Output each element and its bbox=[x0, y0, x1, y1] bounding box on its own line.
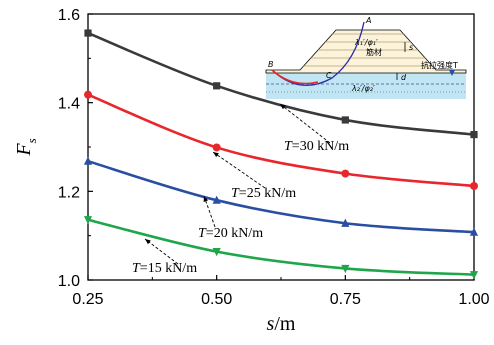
data-point bbox=[213, 82, 221, 90]
label-c: C bbox=[326, 71, 332, 80]
data-point bbox=[84, 29, 92, 37]
x-tick-label: 0.50 bbox=[201, 291, 232, 308]
series-line bbox=[87, 159, 475, 234]
annotation-label: T=15 kN/m bbox=[132, 261, 197, 276]
slope-schematic-inset: A B C s d 筋材 抗拉强度T λ₁′/φ₁′ λ₂′/φ₂′ bbox=[265, 16, 467, 99]
y-tick-label: 1.4 bbox=[58, 96, 80, 113]
curve-annotation: T=20 kN/m bbox=[198, 195, 263, 241]
annotation-layer: T=30 kN/m T=25 kN/m T=20 kN/m T=15 kN/m bbox=[132, 103, 349, 276]
data-point bbox=[84, 90, 92, 99]
series-line bbox=[87, 218, 475, 276]
annotation-arrow-head bbox=[280, 104, 286, 110]
embankment bbox=[265, 29, 467, 74]
curve-annotation: T=25 kN/m bbox=[212, 151, 296, 201]
annotation-arrow-line bbox=[212, 151, 266, 189]
series-4 bbox=[83, 216, 479, 280]
y-tick-label: 1.6 bbox=[58, 7, 80, 24]
annotation-label: T=25 kN/m bbox=[231, 186, 296, 201]
axes: 0.25 0.50 0.75 1.00 1.0 1.2 1.4 1.6 s/m Fs bbox=[13, 7, 490, 335]
y-tick-label: 1.2 bbox=[58, 184, 80, 201]
label-tensile-strength: 抗拉强度T bbox=[421, 60, 458, 70]
series-2 bbox=[84, 90, 478, 191]
x-tick-label: 1.00 bbox=[458, 291, 489, 308]
annotation-arrow-line bbox=[144, 238, 179, 265]
annotation-arrow-line bbox=[279, 103, 331, 144]
data-point bbox=[212, 143, 221, 152]
data-point bbox=[212, 248, 221, 257]
annotation-arrow-head bbox=[213, 152, 219, 158]
label-a: A bbox=[365, 16, 371, 25]
y-axis-title: Fs bbox=[13, 138, 39, 156]
data-point bbox=[341, 169, 350, 178]
x-tick-label: 0.75 bbox=[330, 291, 361, 308]
data-point bbox=[83, 216, 93, 225]
slip-surface bbox=[271, 21, 365, 86]
label-b: B bbox=[268, 60, 274, 69]
series-3 bbox=[83, 156, 479, 236]
annotation-label: T=20 kN/m bbox=[198, 226, 263, 241]
series-line bbox=[87, 93, 475, 188]
data-point bbox=[341, 116, 349, 124]
data-point bbox=[469, 271, 479, 280]
annotation-label: T=30 kN/m bbox=[284, 139, 349, 154]
data-point bbox=[470, 130, 478, 139]
data-point bbox=[212, 195, 221, 204]
water-level-triangle bbox=[449, 70, 455, 76]
label-d: d bbox=[401, 73, 407, 82]
label-s: s bbox=[409, 43, 413, 52]
water-layer bbox=[266, 73, 466, 99]
data-point bbox=[83, 156, 93, 165]
data-point bbox=[341, 264, 350, 274]
annotation-arrow-head bbox=[203, 196, 209, 202]
annotation-arrow-head bbox=[145, 239, 151, 245]
x-axis-title: s/m bbox=[267, 313, 296, 335]
label-upper-soil: λ₁′/φ₁′ bbox=[354, 38, 378, 47]
curve-annotation: T=30 kN/m bbox=[279, 103, 349, 154]
y-tick-label: 1.0 bbox=[58, 273, 80, 290]
x-tick-label: 0.25 bbox=[72, 291, 103, 308]
label-lower-soil: λ₂′/φ₂′ bbox=[351, 84, 375, 93]
data-point bbox=[469, 227, 479, 236]
reinforcement-layers bbox=[303, 33, 433, 67]
curve-annotation: T=15 kN/m bbox=[132, 238, 197, 276]
slip-surface-red bbox=[271, 69, 319, 85]
data-point bbox=[341, 218, 350, 227]
data-point bbox=[470, 182, 478, 191]
label-reinforcement: 筋材 bbox=[366, 47, 382, 57]
